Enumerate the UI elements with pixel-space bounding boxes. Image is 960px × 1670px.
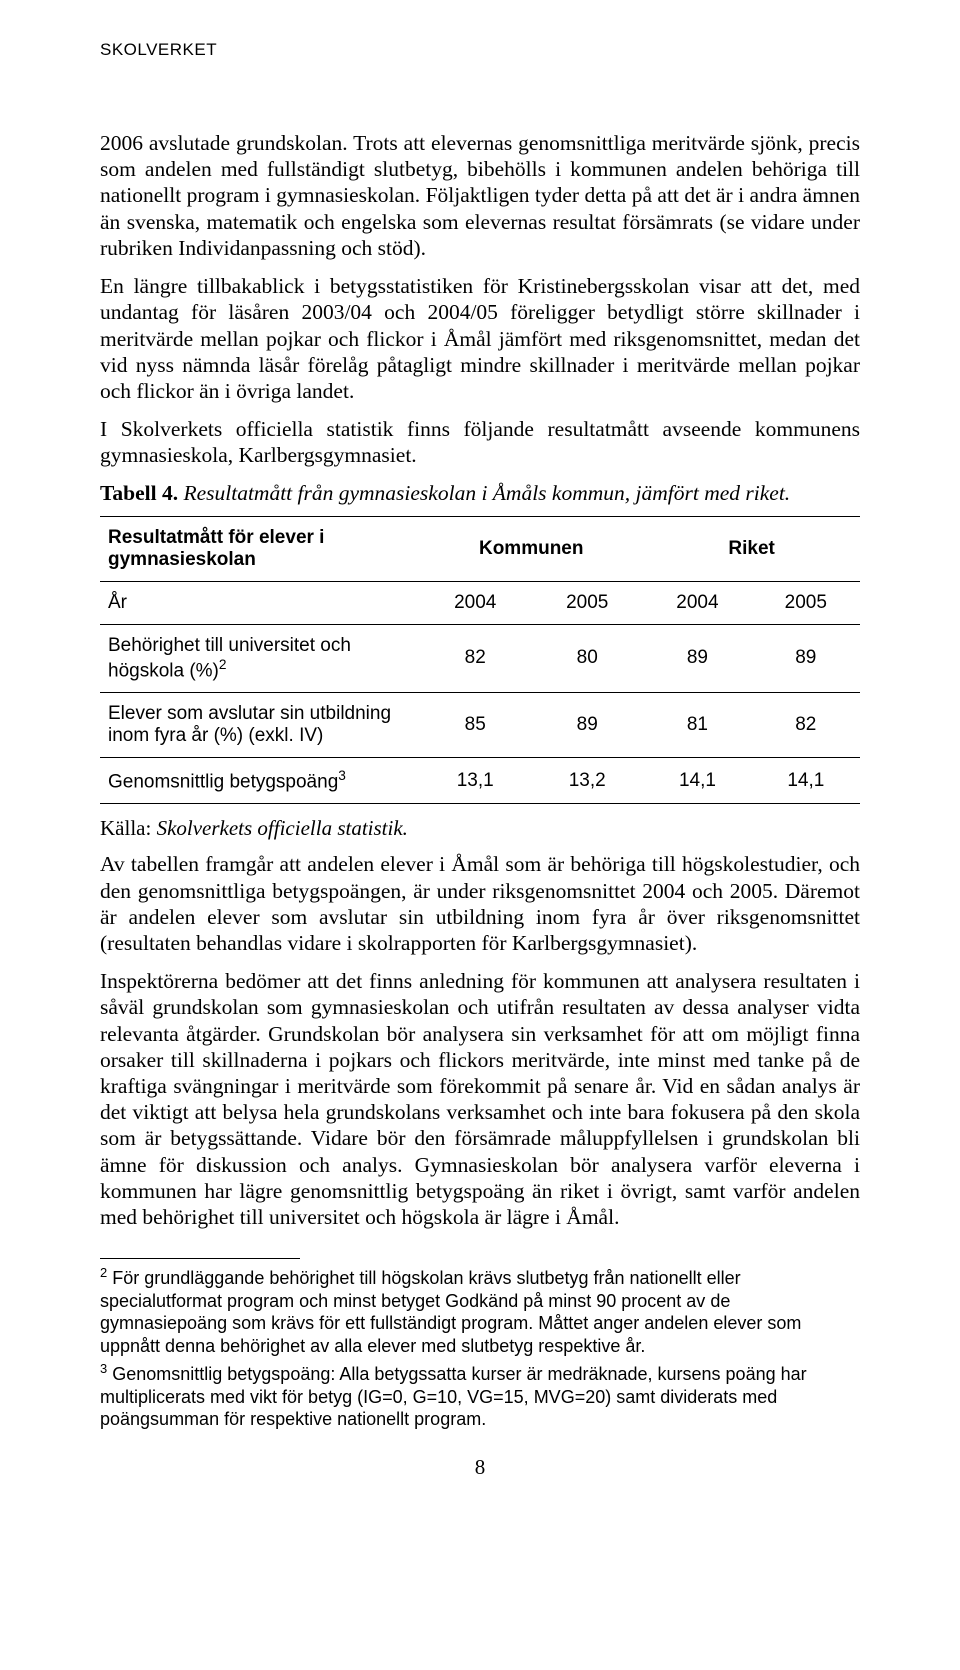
table-year-cell: 2005 [752, 581, 860, 624]
table-cell: 13,2 [531, 757, 643, 803]
table-cell: 82 [752, 692, 860, 757]
table-year-cell: 2005 [531, 581, 643, 624]
table-year-cell: 2004 [643, 581, 751, 624]
results-table: Resultatmått för elever i gymnasieskolan… [100, 516, 860, 805]
paragraph-1: 2006 avslutade grundskolan. Trots att el… [100, 130, 860, 261]
table-year-label: År [100, 581, 419, 624]
table-source: Källa: Skolverkets officiella statistik. [100, 816, 860, 841]
paragraph-4: Av tabellen framgår att andelen elever i… [100, 851, 860, 956]
source-prefix: Källa: [100, 816, 157, 840]
table-cell: 14,1 [643, 757, 751, 803]
table-cell: 89 [531, 692, 643, 757]
table-row-label: Genomsnittlig betygspoäng3 [100, 757, 419, 803]
paragraph-5: Inspektörerna bedömer att det finns anle… [100, 968, 860, 1230]
doc-header: SKOLVERKET [100, 40, 860, 60]
table-cell: 85 [419, 692, 531, 757]
table-caption-text: Resultatmått från gymnasieskolan i Åmåls… [178, 481, 790, 505]
footnote-2-text: För grundläggande behörighet till högsko… [100, 1268, 801, 1356]
table-row-label: Behörighet till universitet och högskola… [100, 624, 419, 692]
table-cell: 81 [643, 692, 751, 757]
table-year-cell: 2004 [419, 581, 531, 624]
table-caption-number: Tabell 4. [100, 481, 178, 505]
footnote-separator [100, 1258, 300, 1259]
table-cell: 14,1 [752, 757, 860, 803]
table-header-label: Resultatmått för elever i gymnasieskolan [100, 516, 419, 581]
table-cell: 80 [531, 624, 643, 692]
table-cell: 89 [752, 624, 860, 692]
table-cell: 13,1 [419, 757, 531, 803]
footnote-3-text: Genomsnittlig betygspoäng: Alla betygssa… [100, 1364, 807, 1429]
table-cell: 89 [643, 624, 751, 692]
paragraph-2: En längre tillbakablick i betygsstatisti… [100, 273, 860, 404]
table-row-label: Elever som avslutar sin utbildning inom … [100, 692, 419, 757]
table-header-group-riket: Riket [643, 516, 860, 581]
paragraph-3: I Skolverkets officiella statistik finns… [100, 416, 860, 468]
page-number: 8 [100, 1455, 860, 1480]
footnote-2: 2 För grundläggande behörighet till högs… [100, 1265, 860, 1357]
table-header-group-kommunen: Kommunen [419, 516, 643, 581]
footnote-3: 3 Genomsnittlig betygspoäng: Alla betygs… [100, 1361, 860, 1431]
table-caption: Tabell 4. Resultatmått från gymnasieskol… [100, 481, 860, 506]
source-text: Skolverkets officiella statistik. [157, 816, 408, 840]
table-cell: 82 [419, 624, 531, 692]
